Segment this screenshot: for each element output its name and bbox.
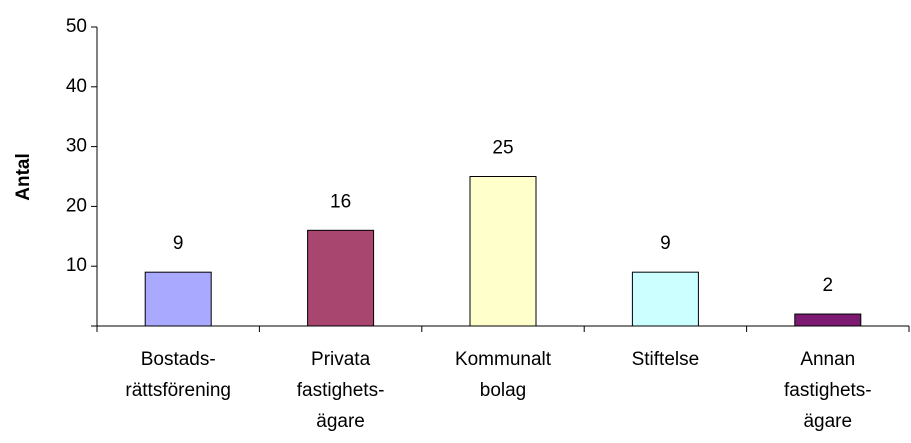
- x-tick-label-line: Stiftelse: [632, 349, 700, 370]
- y-tick-label: 50: [66, 16, 87, 37]
- y-tick-label: 10: [66, 255, 87, 276]
- y-tick-label: 20: [66, 195, 87, 216]
- y-axis-label: Antal: [13, 153, 34, 201]
- x-tick-label-line: Annan: [800, 349, 855, 370]
- x-tick-label: Stiftelse: [632, 349, 700, 370]
- y-tick-label: 40: [66, 76, 87, 97]
- x-tick-label-line: fastighets-: [784, 380, 872, 401]
- data-label: 25: [492, 138, 513, 159]
- x-tick-label-line: Privata: [311, 349, 371, 370]
- x-tick-label: Annan fastighets-ägare: [784, 349, 872, 432]
- bar: [307, 229, 375, 327]
- bar: [631, 271, 699, 327]
- x-tick-label-line: ägare: [803, 411, 852, 432]
- x-tick-label-line: Kommunalt: [455, 349, 552, 370]
- data-label: 16: [330, 191, 351, 212]
- y-tick-label: 30: [66, 136, 87, 157]
- x-tick-label-line: bolag: [480, 380, 527, 401]
- data-label: 9: [173, 233, 184, 254]
- bar: [469, 176, 537, 327]
- x-tick-label-line: ägare: [316, 411, 365, 432]
- data-label: 9: [660, 233, 671, 254]
- x-tick-label: Privata fastighets-ägare: [297, 349, 385, 432]
- bar: [144, 271, 212, 327]
- bar: [794, 313, 862, 327]
- x-tick-label-line: Bostads-: [141, 349, 216, 370]
- x-tick-label: Kommunalt bolag: [455, 349, 552, 401]
- x-tick-label-line: rättsförening: [125, 380, 231, 401]
- data-label: 2: [823, 275, 834, 296]
- x-tick-label-line: fastighets-: [297, 380, 385, 401]
- x-tick-label: Bostads-rättsförening: [125, 349, 231, 401]
